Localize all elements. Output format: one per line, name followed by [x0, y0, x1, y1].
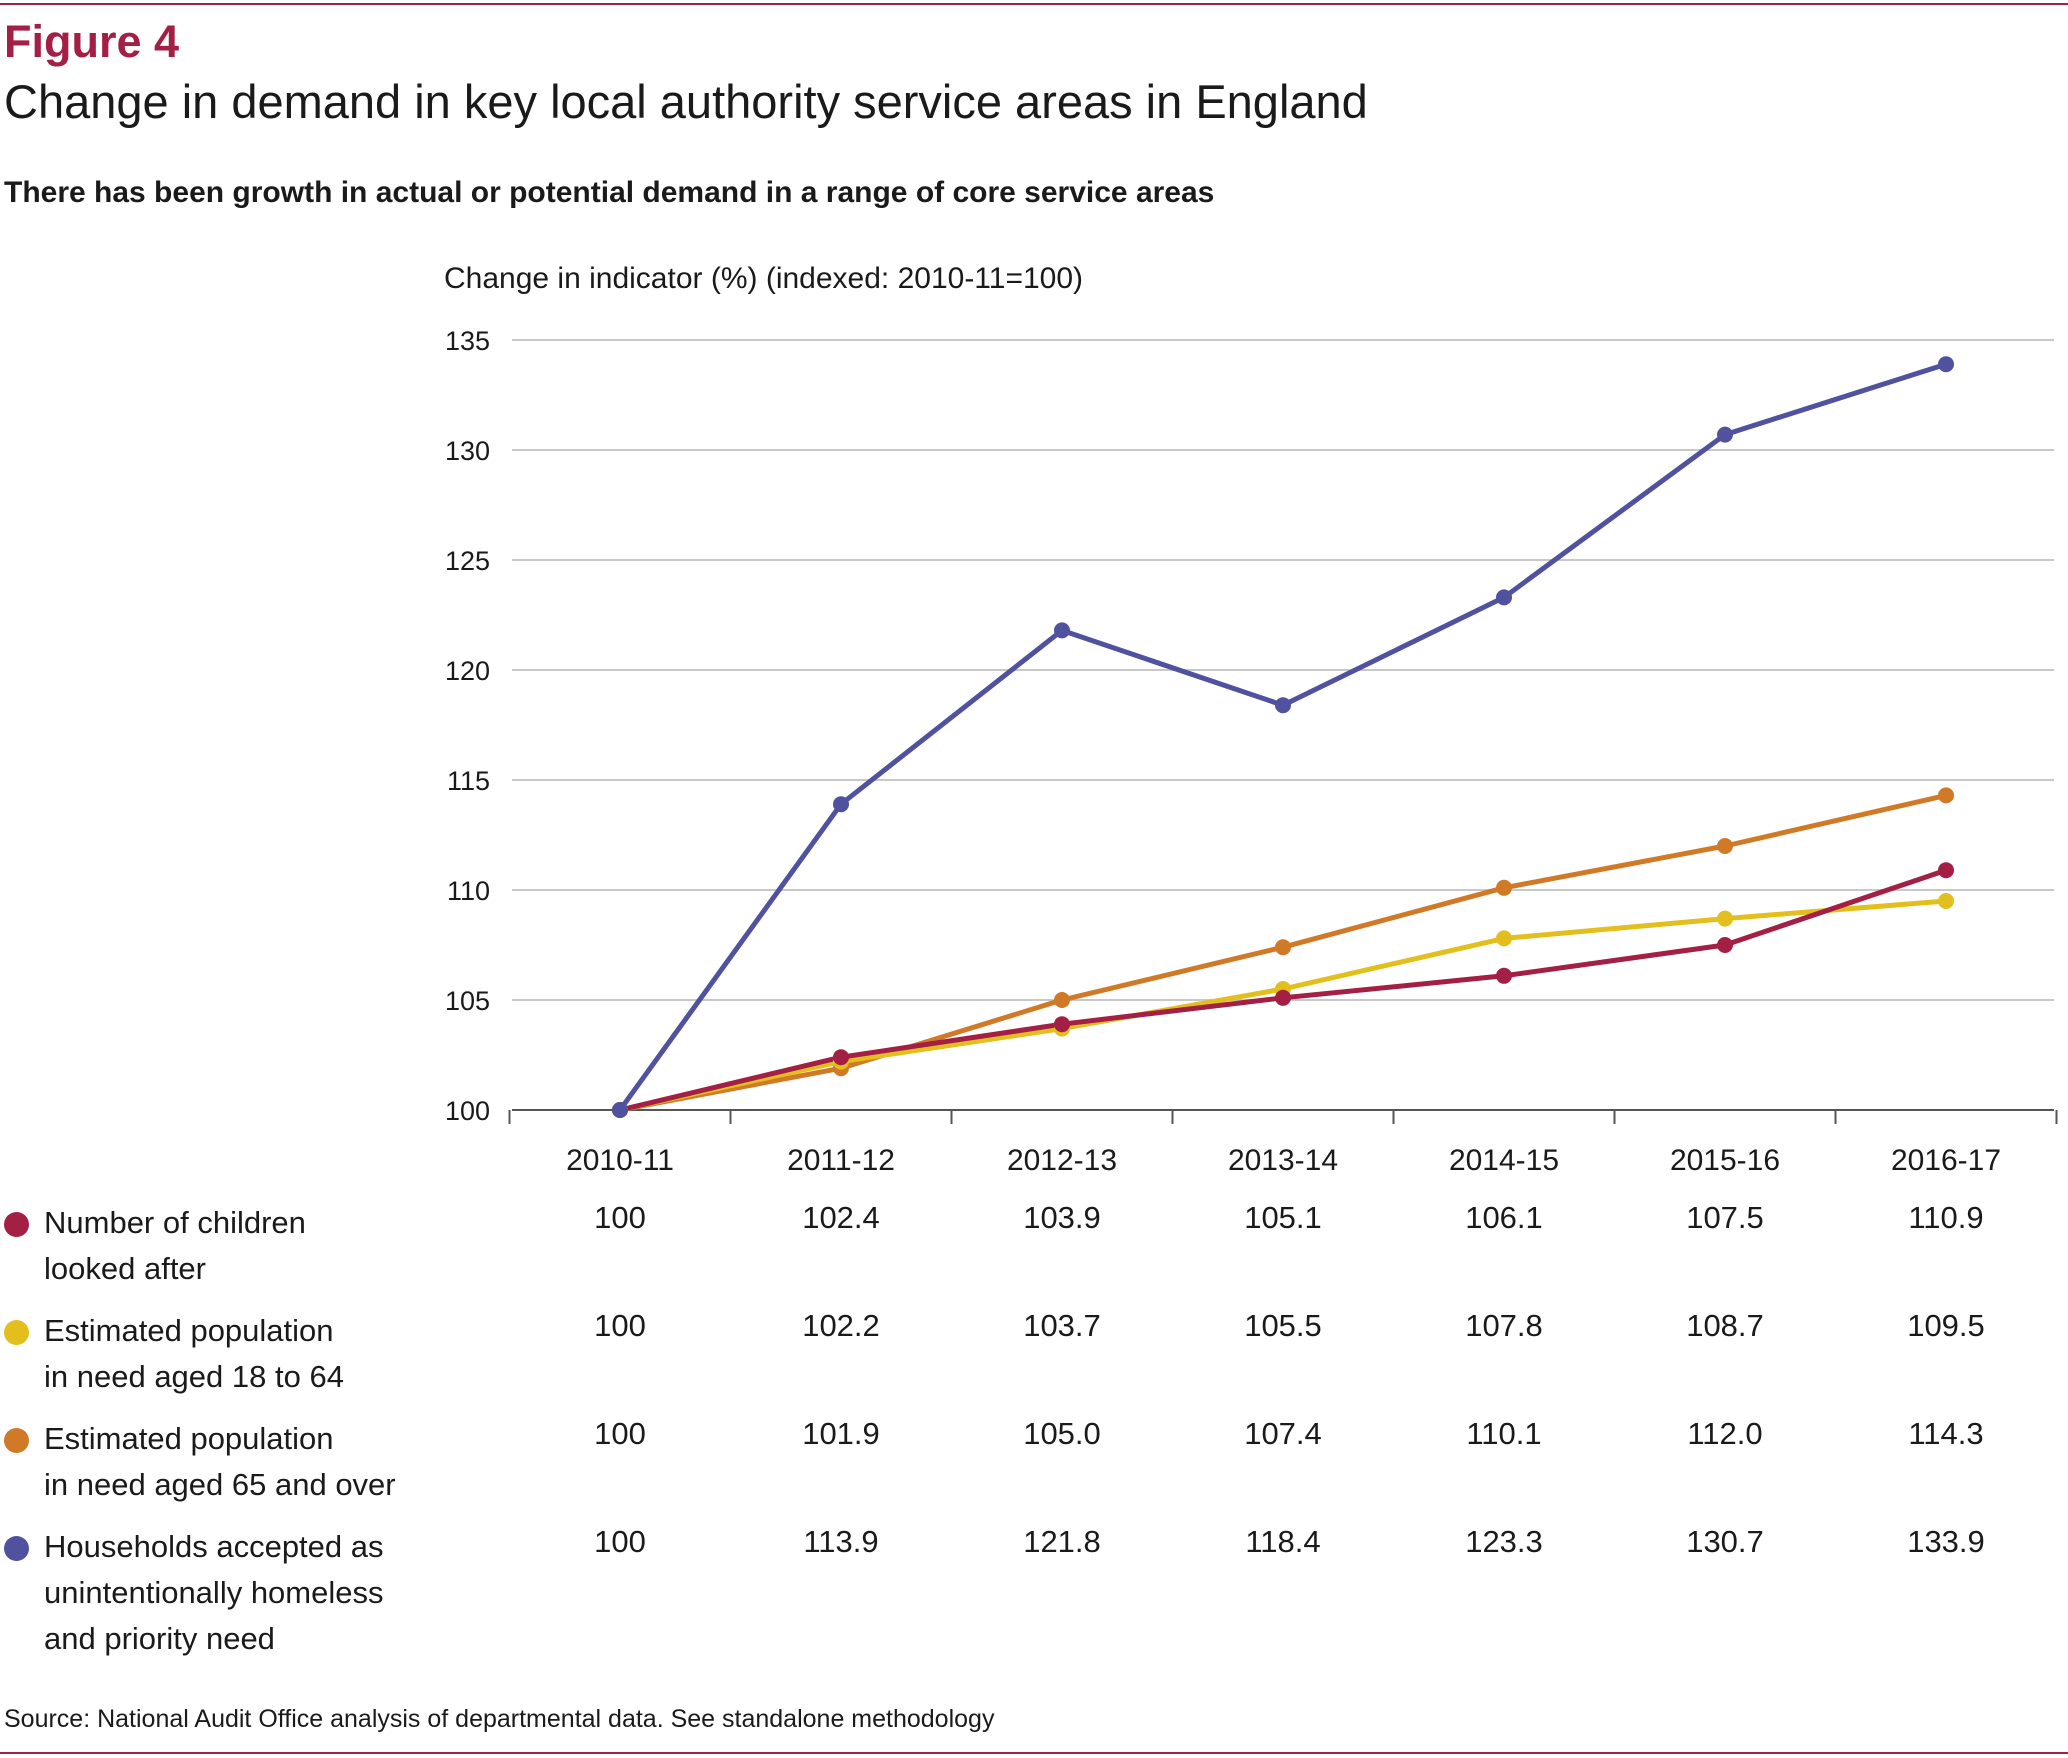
data-point-children: [1275, 989, 1291, 1006]
data-point-pop65plus: [1275, 939, 1291, 956]
data-point-homeless: [612, 1102, 628, 1118]
legend-marker: [4, 1536, 29, 1561]
figure-label: Figure 4: [4, 16, 180, 67]
data-point-pop65plus: [1717, 838, 1733, 854]
table-cell-pop65plus: 114.3: [1908, 1416, 1984, 1451]
legend-marker: [4, 1320, 29, 1345]
x-tick-label: 2013-14: [1228, 1144, 1338, 1177]
data-point-children: [1054, 1016, 1070, 1033]
table-cell-children: 106.1: [1465, 1200, 1543, 1235]
data-point-children: [1717, 937, 1733, 953]
table-cell-pop65plus: 112.0: [1687, 1416, 1763, 1451]
x-tick-label: 2011-12: [787, 1144, 895, 1177]
table-cell-homeless: 130.7: [1686, 1524, 1764, 1559]
data-point-pop65plus: [1938, 787, 1954, 804]
table-cell-homeless: 118.4: [1245, 1524, 1321, 1559]
line-chart: 100 105 110 115 120 125 130 135 2010-11 2011-12 20…: [445, 326, 2058, 1177]
y-tick-label: 100: [445, 1096, 490, 1126]
data-point-homeless: [1717, 426, 1733, 443]
table-cell-pop65plus: 107.4: [1244, 1416, 1322, 1451]
table-cell-pop65plus: 100: [594, 1416, 646, 1451]
y-tick-label: 130: [445, 436, 490, 466]
data-point-pop65plus: [1054, 992, 1070, 1008]
data-point-children: [1496, 967, 1512, 984]
x-tick-label: 2012-13: [1007, 1144, 1117, 1177]
table-cell-children: 102.4: [802, 1200, 880, 1235]
top-rule: [0, 3, 2068, 5]
data-point-pop18to64: [1496, 930, 1512, 947]
table-cell-pop18to64: 108.7: [1686, 1308, 1764, 1343]
x-tick-label: 2014-15: [1449, 1144, 1559, 1177]
table-cell-homeless: 100: [594, 1524, 646, 1559]
table-cell-pop18to64: 103.7: [1023, 1308, 1101, 1343]
data-point-homeless: [833, 796, 849, 813]
data-point-homeless: [1496, 589, 1512, 606]
figure-title: Change in demand in key local authority …: [4, 75, 1368, 128]
table-cell-children: 105.1: [1244, 1200, 1322, 1235]
data-point-homeless: [1938, 356, 1954, 373]
legend-label: Number of children looked after: [44, 1205, 306, 1286]
data-point-pop65plus: [1496, 879, 1512, 896]
table-cell-pop18to64: 107.8: [1465, 1308, 1543, 1343]
table-cell-pop18to64: 100: [594, 1308, 646, 1343]
data-point-pop18to64: [1717, 910, 1733, 927]
x-tick-label: 2016-17: [1891, 1144, 2001, 1177]
legend-marker: [4, 1212, 29, 1237]
y-tick-label: 125: [445, 546, 490, 576]
legend-marker: [4, 1428, 29, 1453]
legend-label: Estimated population in need aged 18 to 6…: [44, 1313, 344, 1394]
y-tick-label: 135: [445, 326, 490, 356]
data-point-children: [1938, 862, 1954, 879]
table-cell-pop18to64: 102.2: [802, 1308, 880, 1343]
data-point-children: [833, 1049, 849, 1066]
data-point-homeless: [1054, 622, 1070, 639]
figure-subtitle: There has been growth in actual or poten…: [4, 176, 1215, 209]
y-axis-title: Change in indicator (%) (indexed: 2010-1…: [444, 262, 1084, 295]
data-point-homeless: [1275, 697, 1291, 714]
table-cell-children: 100: [594, 1200, 646, 1235]
table-cell-children: 110.9: [1908, 1200, 1984, 1235]
table-cell-homeless: 113.9: [803, 1524, 879, 1559]
y-tick-label: 110: [447, 876, 490, 906]
legend-label: Estimated population in need aged 65 and …: [44, 1421, 396, 1502]
table-cell-pop65plus: 110.1: [1466, 1416, 1542, 1451]
table-cell-homeless: 121.8: [1023, 1524, 1101, 1559]
table-cell-pop18to64: 105.5: [1244, 1308, 1322, 1343]
data-point-pop18to64: [1938, 893, 1954, 909]
x-tick-label: 2015-16: [1670, 1144, 1780, 1177]
bottom-rule: [0, 1752, 2068, 1754]
table-cell-homeless: 133.9: [1907, 1524, 1985, 1559]
table-cell-pop65plus: 105.0: [1023, 1416, 1101, 1451]
table-cell-pop18to64: 109.5: [1907, 1308, 1985, 1343]
table-cell-homeless: 123.3: [1465, 1524, 1543, 1559]
x-tick-label: 2010-11: [566, 1144, 674, 1177]
table-cell-children: 107.5: [1686, 1200, 1764, 1235]
y-tick-label: 115: [447, 766, 490, 796]
table-cell-pop65plus: 101.9: [802, 1416, 880, 1451]
y-tick-label: 120: [445, 656, 490, 686]
y-tick-label: 105: [445, 986, 490, 1016]
legend-label: Households accepted as unintentionally ho…: [44, 1529, 384, 1656]
table-cell-children: 103.9: [1023, 1200, 1101, 1235]
source-note: Source: National Audit Office analysis o…: [4, 1705, 995, 1733]
